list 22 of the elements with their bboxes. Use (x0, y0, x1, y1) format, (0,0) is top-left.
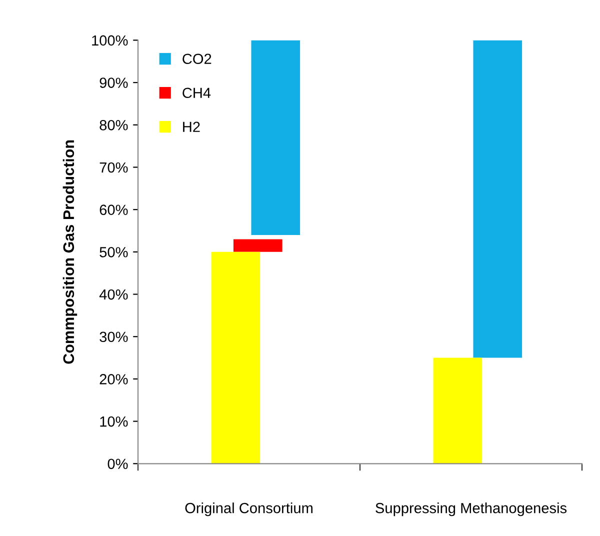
y-tick-label: 80% (100, 120, 128, 130)
y-tick-label: 60% (100, 204, 128, 216)
bar (211, 252, 260, 464)
x-tick-label: Suppressing Methanogenesis (376, 502, 567, 516)
y-tick-label: 90% (100, 78, 128, 88)
y-tick-label: 0% (108, 458, 128, 470)
y-tick-label: 70% (100, 162, 128, 173)
bar (433, 358, 482, 464)
y-tick-label: 40% (99, 289, 128, 300)
y-tick-label: 20% (100, 374, 128, 384)
legend-label: CO2 (182, 54, 212, 64)
y-tick-label: 50% (100, 247, 128, 258)
legend-label: CH4 (182, 88, 211, 98)
bar (251, 40, 300, 235)
bar (233, 239, 282, 252)
y-tick-label: 100% (92, 35, 128, 46)
x-tick-label: Original Consortium (185, 502, 312, 516)
bar (473, 40, 522, 358)
legend-label: H2 (183, 122, 200, 132)
y-axis-title: Commposition Gas Production (62, 140, 78, 364)
y-tick-label: 30% (100, 332, 128, 342)
y-tick-label: 10% (100, 416, 128, 427)
